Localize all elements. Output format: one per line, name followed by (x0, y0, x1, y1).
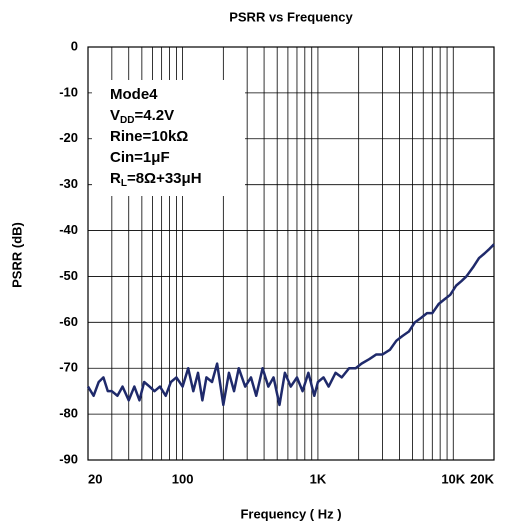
x-tick-label: 20 (88, 471, 102, 486)
annotation-text: R (110, 170, 121, 187)
annotation-text: =8Ω+33μH (127, 170, 202, 187)
y-tick-label: -50 (59, 268, 78, 283)
plot-frame (87, 46, 495, 461)
annotation-line: RL=8Ω+33μH (110, 170, 202, 189)
y-tick-label: -20 (59, 130, 78, 145)
annotation-text: V (110, 107, 120, 124)
annotation-text: DD (120, 115, 134, 126)
y-tick-label: -80 (59, 406, 78, 421)
annotation-text: Rine=10kΩ (110, 128, 188, 145)
x-tick-label: 1K (310, 471, 327, 486)
x-tick-label: 100 (172, 471, 194, 486)
annotation-text: Mode4 (110, 86, 158, 103)
y-axis-label: PSRR (dB) (9, 222, 24, 288)
annotation-line: Cin=1μF (110, 149, 170, 166)
annotation-text: =4.2V (134, 107, 174, 124)
y-tick-label: -10 (59, 84, 78, 99)
chart-title: PSRR vs Frequency (229, 9, 353, 24)
x-tick-label: 20K (470, 471, 494, 486)
annotation-line: Rine=10kΩ (110, 128, 188, 145)
annotation-line: Mode4 (110, 86, 158, 103)
y-tick-label: -30 (59, 176, 78, 191)
y-tick-label: -60 (59, 314, 78, 329)
y-tick-label: 0 (71, 38, 78, 53)
data-line (86, 243, 495, 407)
annotation-line: VDD=4.2V (110, 107, 174, 126)
y-tick-label: -90 (59, 451, 78, 466)
x-tick-label: 10K (441, 471, 465, 486)
annotation-text: Cin=1μF (110, 149, 170, 166)
annotation-box (92, 80, 245, 196)
y-tick-label: -70 (59, 360, 78, 375)
y-tick-label: -40 (59, 222, 78, 237)
annotation-text: L (121, 178, 127, 189)
x-axis-label: Frequency ( Hz ) (240, 506, 341, 521)
